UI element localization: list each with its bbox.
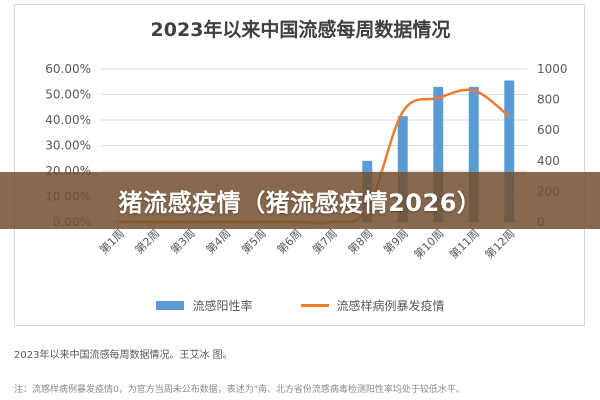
x-tick-label: 第10周 xyxy=(411,226,446,261)
y-right-tick-label: 400 xyxy=(537,154,560,168)
x-tick-label: 第8周 xyxy=(345,226,375,256)
legend-item-line: 流感样病例暴发疫情 xyxy=(300,297,445,314)
x-tick-label: 第2周 xyxy=(132,226,162,256)
bar xyxy=(468,86,479,222)
chart-title: 2023年以来中国流感每周数据情况 xyxy=(150,19,451,41)
bar xyxy=(433,86,444,222)
x-tick-label: 第12周 xyxy=(482,226,517,261)
x-tick-label: 第3周 xyxy=(167,226,197,256)
legend-swatch-line xyxy=(300,304,329,307)
y-right-tick-label: 1000 xyxy=(537,62,568,76)
legend-label-line: 流感样病例暴发疫情 xyxy=(336,299,445,313)
legend-item-bar: 流感阳性率 xyxy=(156,297,253,314)
x-tick-label: 第5周 xyxy=(238,226,268,256)
headline-text: 猪流感疫情（猪流感疫情2026） xyxy=(118,189,482,217)
bar xyxy=(397,116,408,222)
image-caption: 2023年以来中国流感每周数据情况。王艾冰 图。 xyxy=(14,350,233,361)
x-tick-label: 第4周 xyxy=(203,226,233,256)
x-tick-label: 第1周 xyxy=(96,226,126,256)
headline-overlay: 猪流感疫情（猪流感疫情2026） xyxy=(0,172,600,229)
chart-legend: 流感阳性率 流感样病例暴发疫情 xyxy=(15,297,586,314)
y-left-tick-label: 60.00% xyxy=(45,62,91,76)
y-right-tick-label: 600 xyxy=(537,123,560,137)
bar xyxy=(504,80,515,222)
x-tick-label: 第11周 xyxy=(447,226,482,261)
legend-swatch-bar xyxy=(156,301,185,310)
y-left-tick-label: 40.00% xyxy=(45,113,91,127)
x-tick-label: 第6周 xyxy=(274,226,304,256)
footnote: 注：流感样病例暴发疫情0，为官方当周未公布数据，表述为"南、北方省份流感病毒检测… xyxy=(14,385,465,395)
legend-label-bar: 流感阳性率 xyxy=(192,299,253,313)
y-left-tick-label: 30.00% xyxy=(45,139,91,153)
chart-plot: 0.00%10.00%20.00%30.00%40.00%50.00%60.00… xyxy=(45,62,568,262)
x-tick-label: 第9周 xyxy=(380,226,410,256)
y-right-tick-label: 800 xyxy=(537,93,560,107)
x-tick-label: 第7周 xyxy=(309,226,339,256)
y-left-tick-label: 50.00% xyxy=(45,88,91,102)
chart-frame: 2023年以来中国流感每周数据情况 0.00%10.00%20.00%30.00… xyxy=(14,4,585,326)
